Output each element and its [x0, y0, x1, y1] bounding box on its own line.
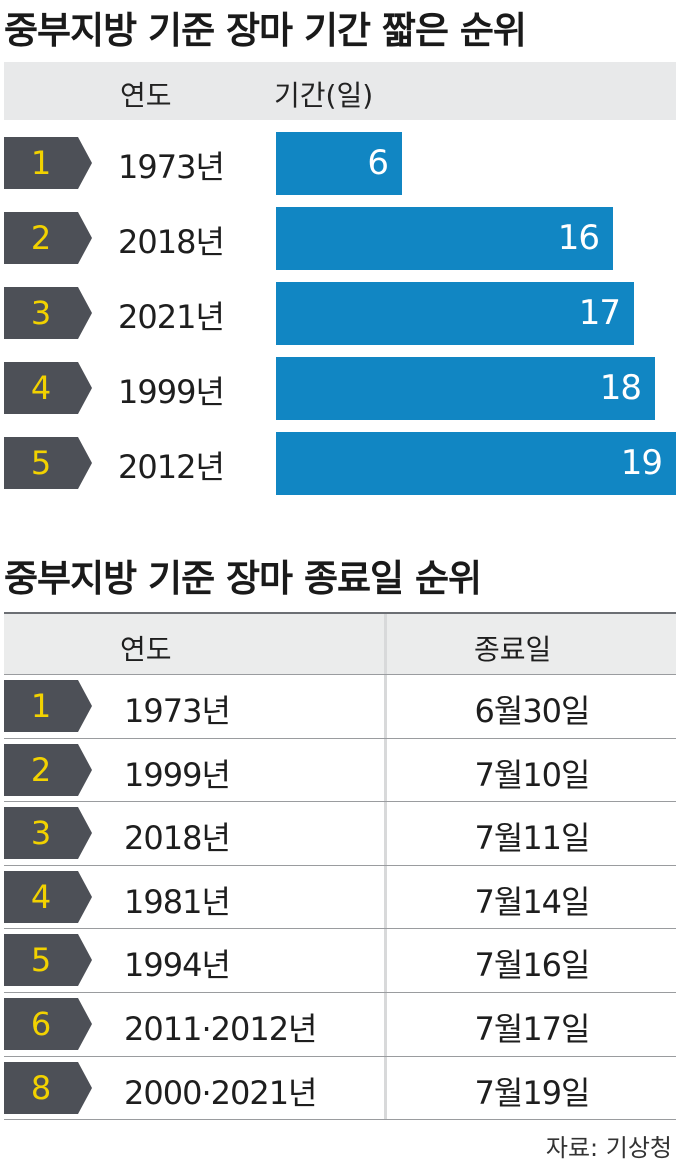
rank-number: 6	[30, 1005, 52, 1043]
bar	[276, 132, 402, 195]
table-end-date-cell: 7월16일	[474, 946, 591, 984]
table-end-date-cell: 7월19일	[474, 1074, 591, 1112]
bar-value-label: 6	[367, 143, 389, 183]
table-end-date-cell: 7월10일	[474, 756, 591, 794]
rank-tag: 1	[4, 680, 92, 732]
rank-tag: 6	[4, 998, 92, 1050]
rank-number: 4	[30, 369, 52, 407]
bar-value-label: 17	[578, 293, 621, 333]
year-column-header: 연도	[120, 79, 172, 112]
rank-tag: 4	[4, 871, 92, 923]
table-top-rule	[4, 612, 676, 614]
table-year-cell: 1999년	[124, 756, 231, 794]
rank-number: 5	[30, 941, 52, 979]
rank-number: 8	[30, 1069, 52, 1107]
year-column-header: 연도	[120, 633, 172, 666]
table-year-cell: 2018년	[124, 819, 231, 857]
table-end-date-cell: 7월14일	[474, 883, 591, 921]
bar-value-label: 18	[599, 368, 642, 408]
bar	[276, 282, 634, 345]
table-year-cell: 1973년	[124, 692, 231, 730]
row-divider	[4, 865, 676, 866]
rank-number: 3	[30, 294, 52, 332]
category-label: 2012년	[118, 448, 225, 486]
column-separator	[384, 614, 387, 1120]
table-title: 중부지방 기준 장마 종료일 순위	[4, 557, 482, 600]
rank-tag: 5	[4, 437, 92, 489]
value-column-header: 기간(일)	[274, 79, 374, 112]
category-label: 2021년	[118, 298, 225, 336]
bar-chart-header: 연도 기간(일)	[4, 62, 676, 120]
rank-tag: 2	[4, 212, 92, 264]
rank-tag: 5	[4, 934, 92, 986]
row-divider	[4, 992, 676, 993]
table-bottom-rule	[4, 1119, 676, 1120]
row-divider	[4, 928, 676, 929]
bar	[276, 207, 613, 270]
table-year-cell: 1981년	[124, 883, 231, 921]
rank-tag: 1	[4, 137, 92, 189]
row-divider	[4, 801, 676, 802]
rank-tag: 4	[4, 362, 92, 414]
rank-number: 1	[30, 144, 52, 182]
category-label: 1973년	[118, 148, 225, 186]
rank-number: 2	[30, 219, 52, 257]
rank-number: 1	[30, 687, 52, 725]
bar-value-label: 19	[620, 443, 663, 483]
table-end-date-cell: 7월17일	[474, 1010, 591, 1048]
rank-tag: 3	[4, 807, 92, 859]
bar	[276, 357, 655, 420]
rank-tag: 3	[4, 287, 92, 339]
table-header: 연도 종료일	[4, 614, 676, 674]
category-label: 1999년	[118, 373, 225, 411]
rank-number: 5	[30, 444, 52, 482]
rank-number: 3	[30, 814, 52, 852]
table-year-cell: 1994년	[124, 946, 231, 984]
row-divider	[4, 674, 676, 675]
row-divider	[4, 738, 676, 739]
bar-value-label: 16	[557, 218, 600, 258]
row-divider	[4, 1056, 676, 1057]
end-date-column-header: 종료일	[474, 633, 552, 666]
rank-tag: 8	[4, 1062, 92, 1114]
source-note: 자료: 기상청	[545, 1134, 672, 1162]
rank-number: 2	[30, 751, 52, 789]
category-label: 2018년	[118, 223, 225, 261]
rank-number: 4	[30, 878, 52, 916]
table-year-cell: 2000·2021년	[124, 1074, 317, 1112]
chart-title: 중부지방 기준 장마 기간 짧은 순위	[4, 9, 527, 52]
table-year-cell: 2011·2012년	[124, 1010, 317, 1048]
table-end-date-cell: 7월11일	[474, 819, 591, 857]
rank-tag: 2	[4, 744, 92, 796]
table-end-date-cell: 6월30일	[474, 692, 591, 730]
bar	[276, 432, 676, 495]
